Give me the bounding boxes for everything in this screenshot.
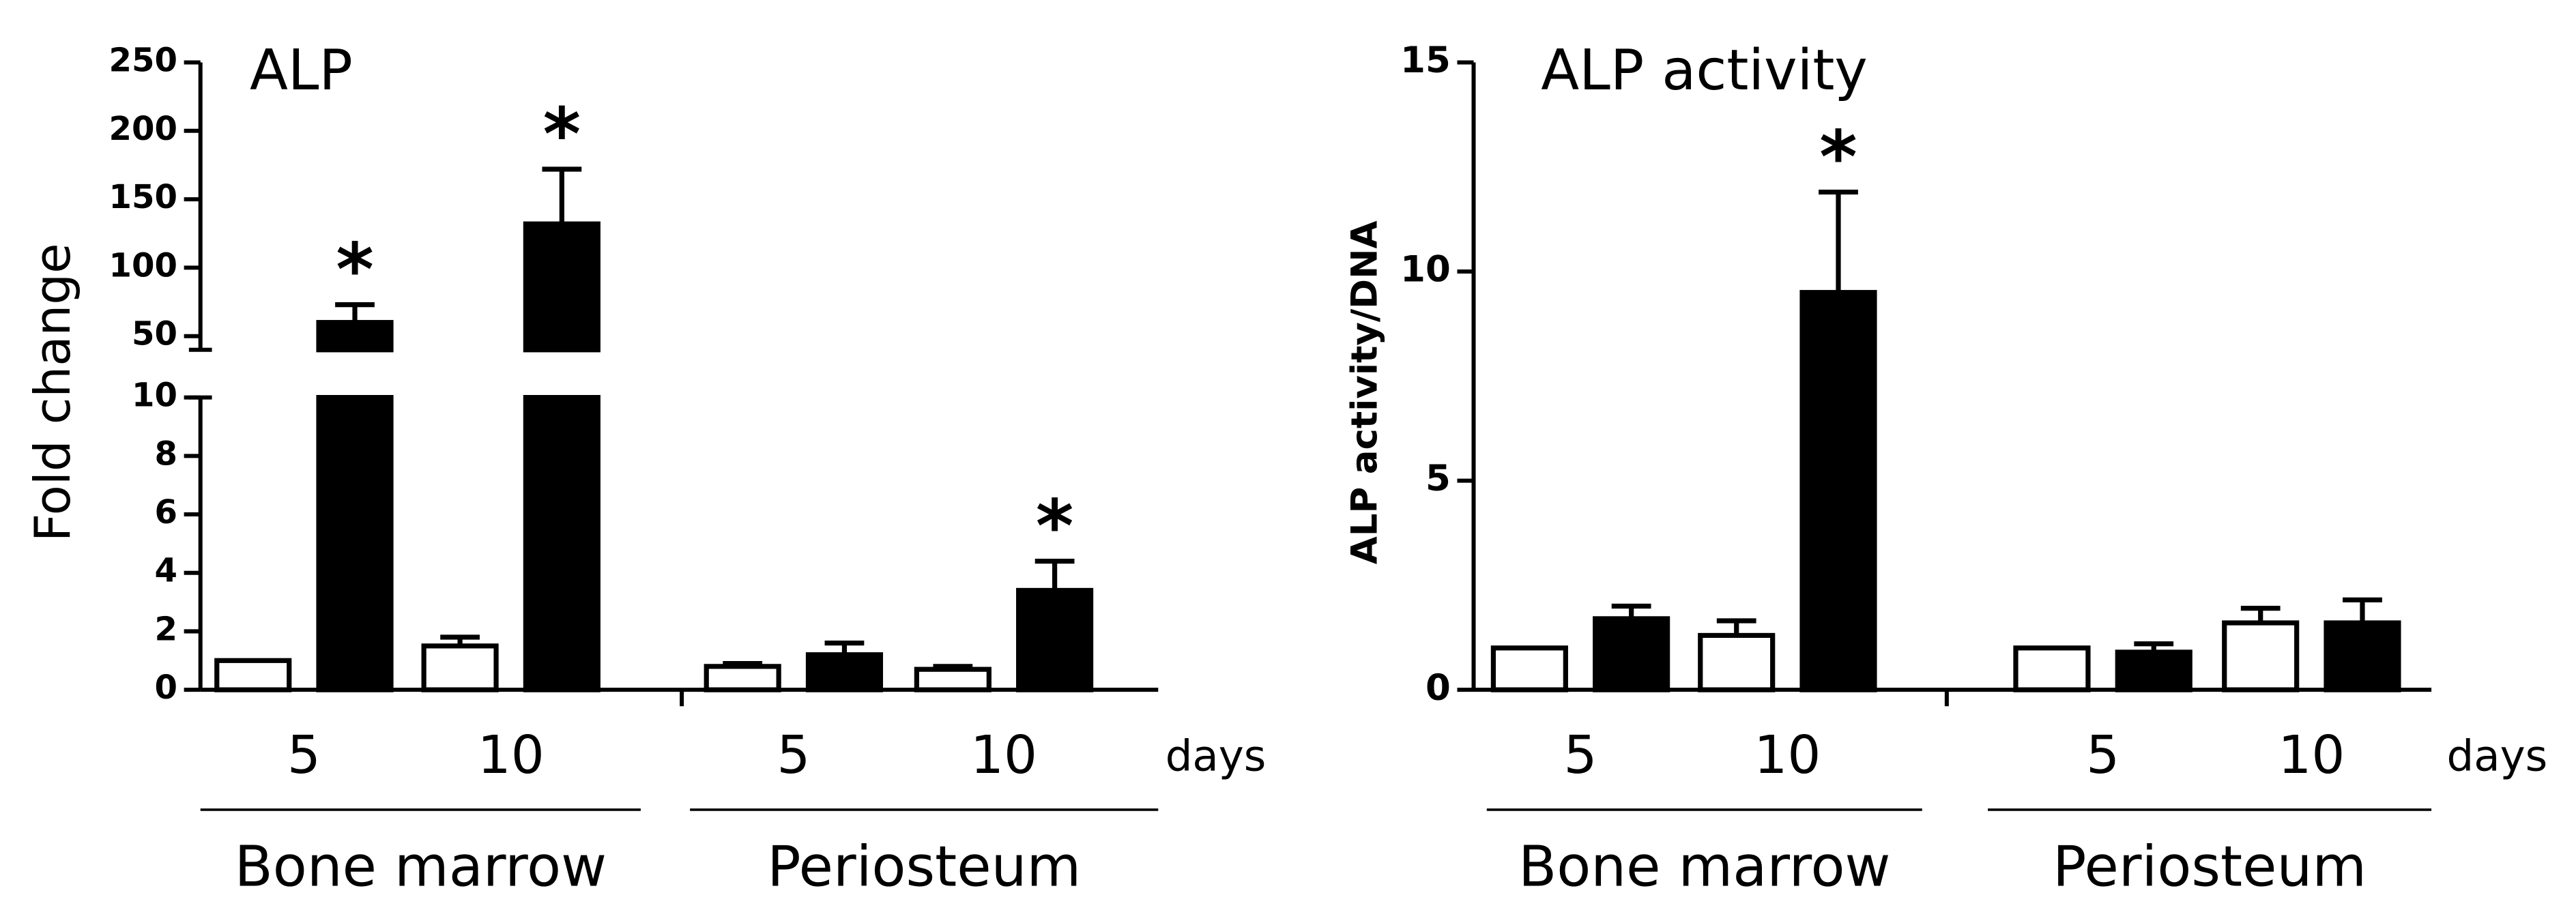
x-tick-label: 5 bbox=[1564, 724, 1597, 786]
bar bbox=[421, 643, 499, 692]
bar bbox=[1799, 290, 1877, 692]
significance-marker: * bbox=[1036, 484, 1073, 568]
y-tick-label: 6 bbox=[155, 493, 177, 531]
x-tick-label: 10 bbox=[1754, 724, 1821, 786]
group-label: Bone marrow bbox=[1518, 834, 1890, 899]
y-axis-label: ALP activity/DNA bbox=[1344, 221, 1386, 565]
y-tick-label: 0 bbox=[1426, 667, 1451, 709]
x-tick-label: 5 bbox=[2086, 724, 2119, 786]
significance-marker: * bbox=[336, 228, 373, 312]
y-tick-label: 15 bbox=[1400, 40, 1451, 81]
bar bbox=[1490, 645, 1568, 692]
chart-title: ALP bbox=[250, 38, 353, 103]
group-label: Periosteum bbox=[2053, 834, 2367, 899]
x-axis-unit: days bbox=[2447, 731, 2548, 780]
bar bbox=[2115, 649, 2193, 692]
x-tick-label: 5 bbox=[287, 724, 321, 786]
y-tick-label: 200 bbox=[109, 110, 178, 148]
y-tick-label: 10 bbox=[1400, 249, 1451, 291]
bar bbox=[2324, 620, 2401, 692]
bar bbox=[316, 395, 394, 692]
x-tick-label: 10 bbox=[2278, 724, 2345, 786]
bar bbox=[214, 658, 292, 692]
x-tick-label: 10 bbox=[970, 724, 1037, 786]
bar bbox=[316, 320, 394, 353]
x-tick-label: 10 bbox=[478, 724, 545, 786]
y-axis-label: Fold change bbox=[25, 243, 82, 542]
significance-marker: * bbox=[1819, 115, 1857, 199]
bar bbox=[523, 395, 600, 692]
bar bbox=[914, 666, 992, 692]
y-tick-label: 50 bbox=[132, 315, 177, 353]
significance-marker: * bbox=[543, 92, 581, 176]
bar bbox=[805, 652, 884, 692]
bar bbox=[704, 664, 781, 692]
chart-title: ALP activity bbox=[1541, 38, 1868, 103]
bar bbox=[1698, 632, 1776, 692]
y-tick-label: 100 bbox=[109, 246, 178, 284]
group-label: Bone marrow bbox=[235, 834, 607, 899]
bar bbox=[2013, 645, 2091, 692]
y-tick-label: 0 bbox=[155, 669, 177, 707]
x-tick-label: 5 bbox=[777, 724, 810, 786]
y-tick-label: 4 bbox=[155, 552, 177, 590]
y-tick-label: 250 bbox=[109, 41, 178, 79]
y-tick-label: 8 bbox=[155, 435, 177, 473]
x-axis-unit: days bbox=[1166, 731, 1267, 780]
y-tick-label: 150 bbox=[109, 178, 178, 216]
y-tick-label: 5 bbox=[1426, 458, 1451, 499]
y-tick-label: 2 bbox=[155, 610, 177, 648]
group-label: Periosteum bbox=[767, 834, 1081, 899]
bar bbox=[523, 221, 600, 353]
bar bbox=[1016, 587, 1094, 692]
y-tick-label: 10 bbox=[132, 377, 177, 415]
bar bbox=[2222, 620, 2300, 692]
bar bbox=[1593, 616, 1670, 692]
